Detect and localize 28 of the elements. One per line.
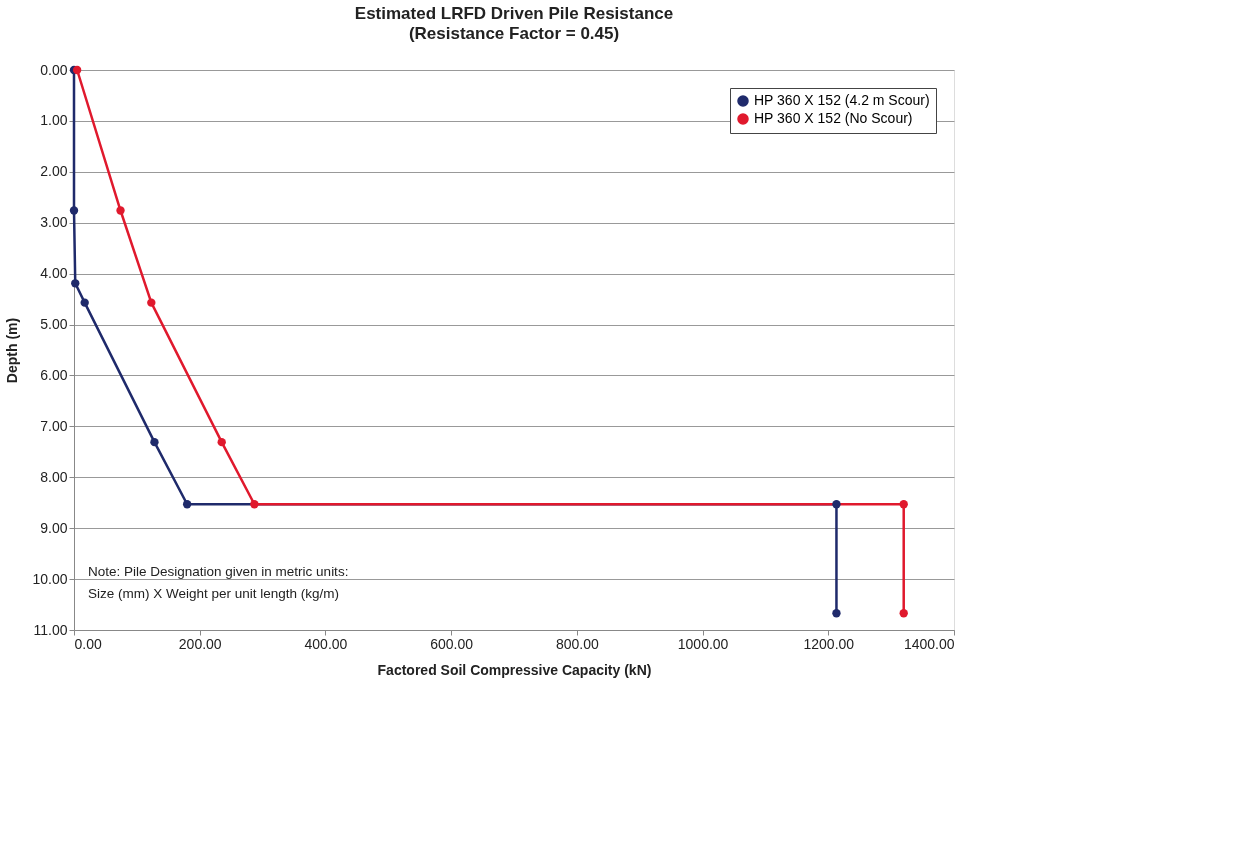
annotation: Size (mm) X Weight per unit length (kg/m) — [88, 586, 340, 601]
y-axis-title: Depth (m) — [4, 317, 21, 384]
annotation: Note: Pile Designation given in metric units: — [88, 564, 349, 579]
y-tick-label: 1.00 — [40, 112, 68, 129]
y-tick-label: 5.00 — [40, 316, 68, 333]
y-tick-label: 8.00 — [40, 468, 68, 485]
y-tick-label: 3.00 — [40, 214, 68, 231]
chart-title: Estimated LRFD Driven Pile Resistance — [354, 4, 674, 23]
x-tick-label: 1000.00 — [677, 635, 729, 652]
y-tick-label: 0.00 — [40, 61, 68, 78]
y-tick-label: 2.00 — [40, 163, 68, 180]
x-axis-title: Factored Soil Compressive Capacity (kN) — [377, 661, 652, 678]
y-tick-label: 9.00 — [40, 519, 68, 536]
x-tick-label: 600.00 — [430, 635, 474, 652]
x-tick-label: 1400.00 — [903, 635, 955, 652]
y-tick-label: 10.00 — [32, 570, 68, 587]
y-tick-label: 11.00 — [33, 621, 68, 638]
y-tick-label: 6.00 — [40, 366, 68, 383]
chart-subtitle: (Resistance Factor = 0.45) — [408, 24, 620, 43]
y-tick-label: 7.00 — [40, 417, 68, 434]
x-tick-label: 1200.00 — [803, 635, 855, 652]
x-tick-label: 400.00 — [304, 635, 348, 652]
y-tick-label: 4.00 — [40, 265, 68, 282]
x-tick-label: 200.00 — [178, 635, 222, 652]
x-tick-label: 800.00 — [555, 635, 599, 652]
legend-label: HP 360 X 152 (No Scour) — [754, 110, 913, 126]
x-tick-label: 0.00 — [74, 635, 102, 652]
legend-label: HP 360 X 152 (4.2 m Scour) — [754, 92, 930, 108]
